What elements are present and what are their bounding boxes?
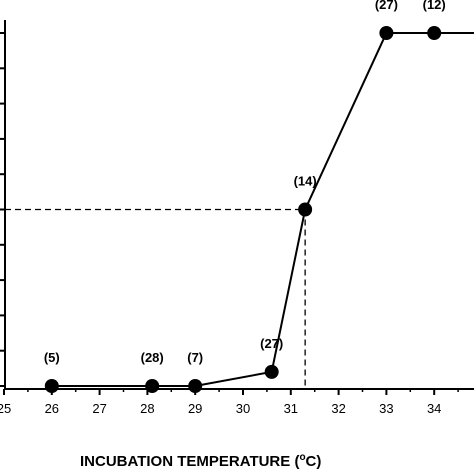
x-tick-label: 31	[284, 401, 298, 416]
x-tick-label: 28	[140, 401, 154, 416]
x-tick-label: 30	[236, 401, 250, 416]
sample-size-label: (28)	[141, 350, 164, 365]
sample-size-label: (7)	[187, 350, 203, 365]
data-point	[298, 202, 313, 217]
reference-lines	[5, 208, 306, 389]
x-tick-label: 27	[92, 401, 106, 416]
x-axis-title: INCUBATION TEMPERATURE (oC)	[80, 452, 321, 470]
x-tick-label: 32	[331, 401, 345, 416]
data-point	[188, 379, 203, 393]
sample-size-label: (12)	[423, 0, 446, 12]
data-point	[427, 26, 442, 40]
data-point	[379, 26, 394, 40]
data-point	[145, 379, 160, 393]
x-tick-label: 34	[427, 401, 441, 416]
sample-size-label: (5)	[44, 350, 60, 365]
data-point	[44, 379, 59, 393]
x-axis-title-unit: C)	[306, 453, 322, 470]
x-tick-label: 29	[188, 401, 202, 416]
x-tick-label: 33	[379, 401, 393, 416]
point-labels: (5) (28) (7) (27) (14) (27) (12)	[44, 0, 446, 365]
sample-size-label: (27)	[260, 336, 283, 351]
axes: 25 26 27 28 29 30 31 32 33 34	[0, 20, 474, 416]
sample-size-label: (27)	[375, 0, 398, 12]
series-line	[51, 32, 474, 387]
x-axis-title-main: INCUBATION TEMPERATURE (	[80, 453, 299, 470]
data-point	[264, 364, 279, 379]
x-axis-title-degree: o	[299, 452, 305, 463]
x-tick-label: 26	[45, 401, 59, 416]
series	[44, 26, 474, 393]
sample-size-label: (14)	[294, 174, 317, 189]
x-tick-label: 25	[0, 401, 11, 416]
